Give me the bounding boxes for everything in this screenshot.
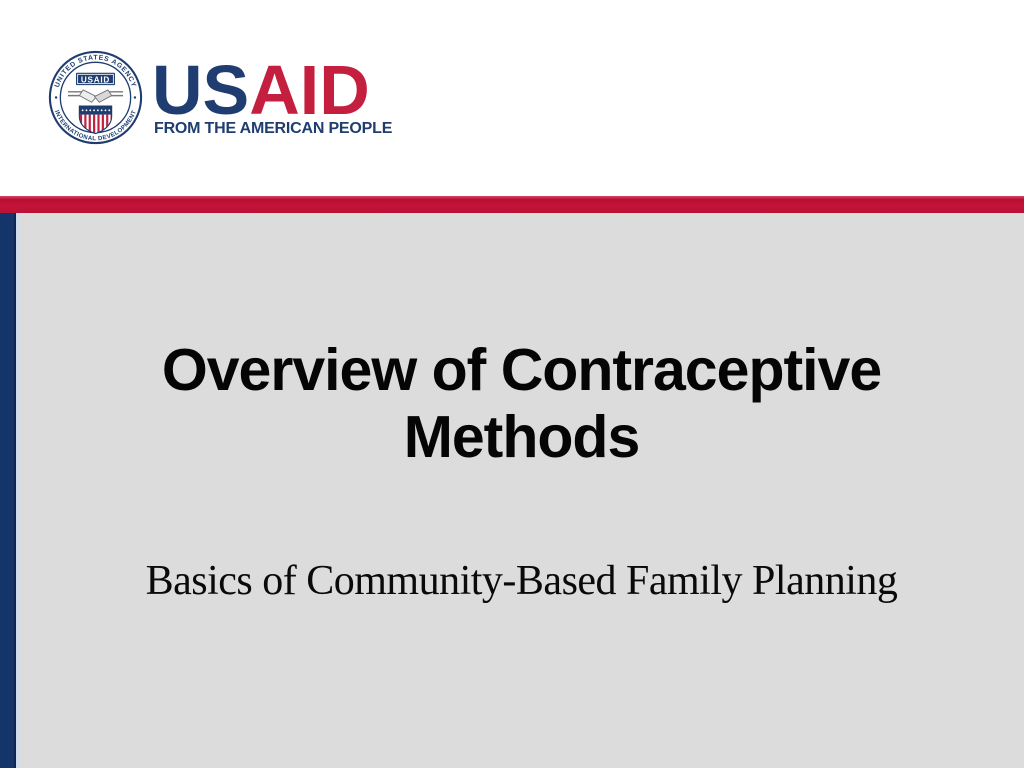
handshake-icon <box>67 89 124 103</box>
seal-star-right-icon <box>133 96 137 99</box>
usaid-wordmark: USAID <box>152 55 370 125</box>
usaid-logo: UNITED STATES AGENCY INTERNATIONAL DEVEL… <box>0 0 420 196</box>
left-accent-bar <box>0 213 16 768</box>
slide-subtitle: Basics of Community-Based Family Plannin… <box>145 558 898 604</box>
wordmark-us: US <box>152 51 250 129</box>
usaid-tagline: FROM THE AMERICAN PEOPLE <box>154 120 393 137</box>
slide-title-line2: Methods <box>403 404 641 470</box>
slide-title: Overview of Contraceptive Methods <box>19 337 1024 471</box>
slide-body: Overview of Contraceptive Methods Basics… <box>0 213 1024 768</box>
seal-star-left-icon <box>54 96 58 99</box>
left-accent-bar-edge <box>16 213 19 768</box>
seal-box-text: USAID <box>81 75 110 84</box>
seal-usaid-box: USAID <box>76 72 115 86</box>
red-divider-stripe <box>0 196 1024 213</box>
wordmark-aid: AID <box>249 51 370 129</box>
slide-header: UNITED STATES AGENCY INTERNATIONAL DEVEL… <box>0 0 1024 196</box>
usaid-seal-icon: UNITED STATES AGENCY INTERNATIONAL DEVEL… <box>48 50 143 145</box>
slide-title-line1: Overview of Contraceptive <box>161 337 882 403</box>
